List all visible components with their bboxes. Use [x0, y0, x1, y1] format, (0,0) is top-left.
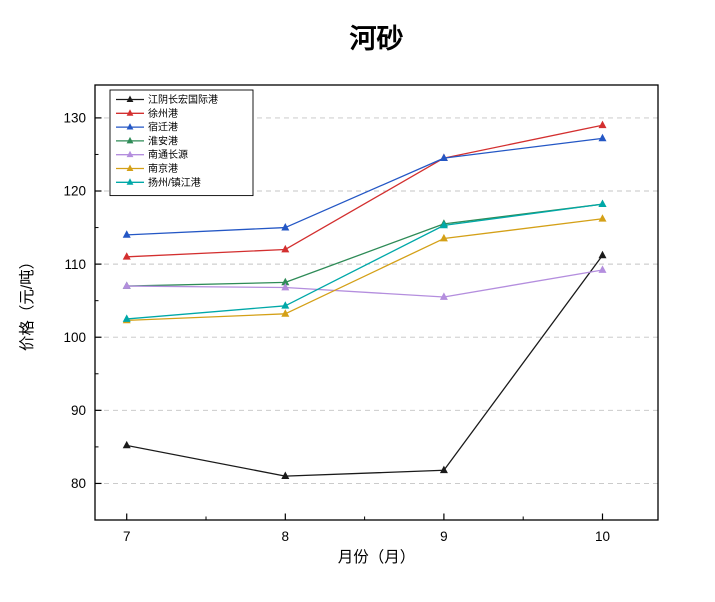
series-marker: [122, 314, 131, 322]
legend-marker: [126, 109, 134, 116]
series-marker: [598, 265, 607, 273]
y-tick-label: 80: [71, 476, 86, 491]
series-line-3: [126, 203, 603, 287]
series-marker: [281, 244, 290, 253]
legend-marker: [126, 123, 134, 130]
y-tick-label: 110: [64, 257, 86, 272]
legend-item: 扬州/镇江港: [116, 176, 201, 189]
y-tick-label: 120: [63, 184, 86, 199]
series-marker: [439, 220, 448, 229]
series-marker: [281, 471, 290, 480]
series-line-5: [126, 218, 603, 322]
series-marker: [439, 465, 448, 474]
series-marker: [439, 233, 448, 242]
chart-title: 河砂: [350, 24, 404, 54]
legend-label: 江阴长宏国际港: [148, 93, 218, 106]
series-line-1: [126, 124, 603, 258]
legend-label: 南通长源: [148, 148, 188, 161]
legend-box: [109, 89, 254, 197]
series-marker: [598, 214, 607, 222]
series-marker: [598, 199, 607, 208]
series-marker: [281, 282, 290, 291]
legend-marker: [126, 164, 134, 171]
series-marker: [598, 133, 607, 142]
series-marker: [281, 301, 290, 309]
series-marker: [281, 222, 290, 231]
series-marker: [122, 252, 131, 260]
legend-marker: [126, 95, 134, 102]
series-marker: [439, 292, 448, 300]
y-axis-label: 价格（元/吨）: [18, 254, 36, 351]
series-line-0: [126, 254, 604, 477]
series-marker: [439, 153, 448, 161]
legend-item: 淮安港: [116, 134, 178, 147]
series-line-6: [126, 203, 603, 320]
series-marker: [598, 250, 607, 259]
legend-item: 江阴长宏国际港: [116, 93, 218, 106]
x-tick-label: 7: [123, 529, 131, 544]
x-axis-label: 月份（月）: [338, 548, 416, 566]
x-tick-label: 10: [595, 529, 610, 544]
legend-label: 淮安港: [148, 134, 178, 147]
legend-marker: [126, 136, 134, 144]
axis-frame: [94, 84, 659, 521]
series-line-2: [126, 137, 603, 236]
legend-item: 南通长源: [116, 148, 188, 161]
legend-label: 宿迁港: [148, 121, 178, 134]
legend-marker: [126, 150, 134, 158]
legend-label: 扬州/镇江港: [148, 176, 201, 189]
series-line-4: [126, 269, 603, 298]
series-marker: [281, 277, 290, 286]
series-marker: [122, 440, 131, 449]
series-marker: [598, 120, 607, 129]
legend-label: 南京港: [148, 162, 178, 175]
legend-marker: [126, 178, 134, 185]
x-tick-label: 8: [282, 529, 290, 544]
y-tick-label: 90: [71, 403, 86, 418]
legend-label: 徐州港: [148, 107, 178, 120]
series-marker: [281, 309, 290, 317]
y-tick-label: 100: [63, 330, 86, 345]
legend-item: 宿迁港: [116, 121, 178, 134]
series-marker: [122, 281, 131, 289]
legend-item: 南京港: [116, 162, 178, 175]
y-tick-label: 130: [63, 111, 86, 126]
legend-item: 徐州港: [116, 107, 178, 120]
series-marker: [122, 230, 131, 238]
x-tick-label: 9: [440, 529, 448, 544]
